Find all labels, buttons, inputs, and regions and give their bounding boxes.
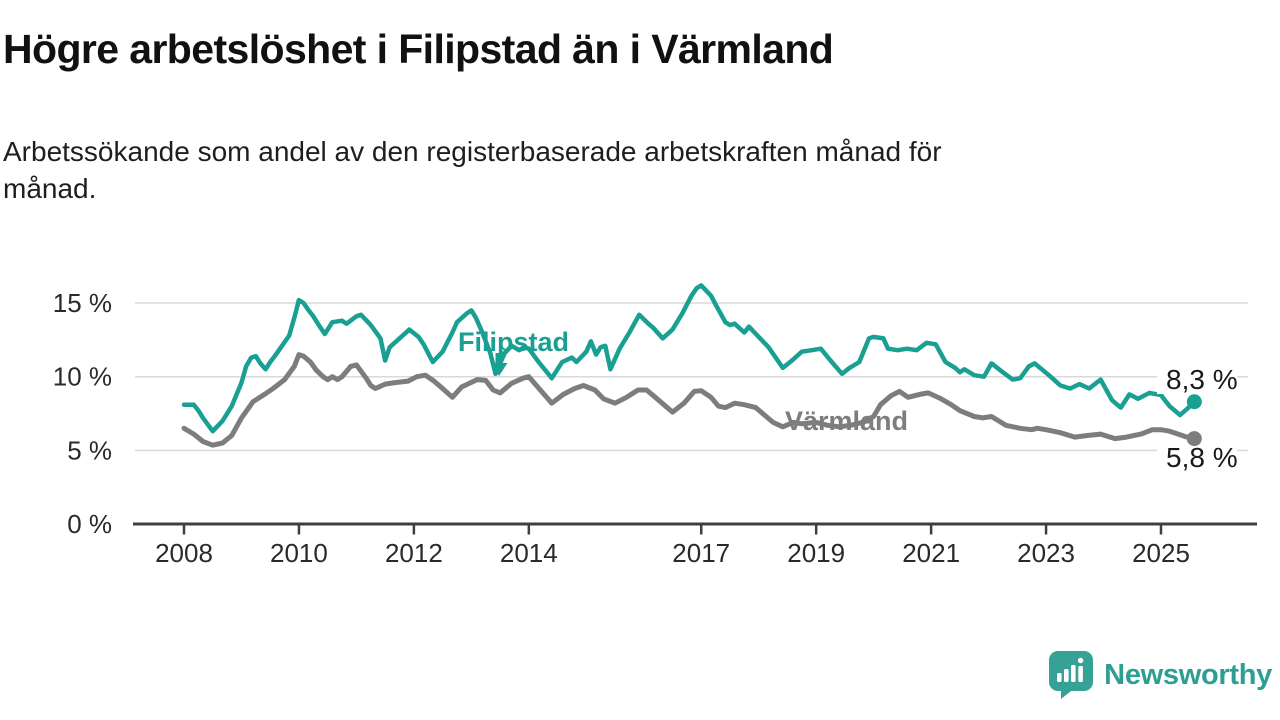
exclamation-dot (1078, 657, 1084, 664)
series-line-filipstad (181, 283, 1197, 434)
exclamation-stem (1078, 666, 1084, 682)
y-tick-label: 15 % (53, 288, 112, 318)
subtitle-line-1: Arbetssökande som andel av den registerb… (3, 136, 942, 167)
x-tick-label: 2012 (385, 538, 443, 568)
x-tick-label: 2023 (1017, 538, 1075, 568)
end-label-bg (1157, 446, 1237, 474)
bar-large (1071, 665, 1076, 682)
logo-wordmark: Newsworthy (1104, 658, 1272, 691)
x-tick-label: 2014 (500, 538, 558, 568)
page-title: Högre arbetslöshet i Filipstad än i Värm… (3, 26, 834, 72)
y-tick-label: 10 % (53, 362, 112, 392)
newsworthy-logo: Newsworthy (1048, 650, 1272, 700)
y-tick-label: 0 % (67, 509, 112, 539)
x-tick-label: 2021 (902, 538, 960, 568)
end-label-bg (1157, 366, 1237, 394)
x-tick-label: 2010 (270, 538, 328, 568)
series-label-filipstad: Filipstad (458, 327, 569, 357)
end-dot-filipstad (1186, 394, 1202, 410)
bar-small (1057, 673, 1062, 682)
end-dot-vrmland (1186, 431, 1202, 447)
bar-medium (1064, 669, 1069, 682)
subtitle: Arbetssökande som andel av den registerb… (3, 133, 942, 207)
series-line-vrmland (181, 352, 1197, 448)
x-tick-label: 2019 (787, 538, 845, 568)
subtitle-line-2: månad. (3, 173, 97, 204)
series-label-vrmland: Värmland (785, 406, 908, 436)
y-tick-label: 5 % (67, 435, 112, 465)
end-value-label: 5,8 % (1166, 442, 1238, 473)
end-value-label: 8,3 % (1166, 364, 1238, 395)
x-tick-label: 2008 (155, 538, 213, 568)
newsworthy-icon (1049, 651, 1094, 699)
series-label-arrow (490, 353, 508, 376)
x-tick-label: 2017 (672, 538, 730, 568)
x-tick-label: 2025 (1132, 538, 1190, 568)
